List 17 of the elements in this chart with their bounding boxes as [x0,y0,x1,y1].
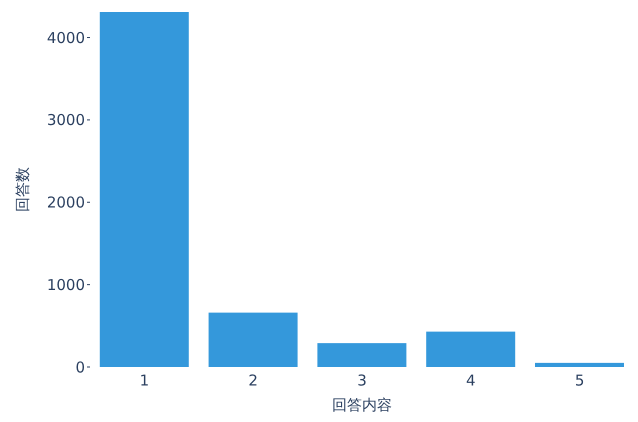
y-tick-label: 4000 [46,28,85,47]
y-tick-label: 3000 [46,111,85,130]
bar [426,332,516,367]
x-tick-label: 1 [140,372,150,390]
y-tick-label: 0 [75,358,85,376]
bar [208,312,298,367]
x-tick-label: 3 [357,372,367,390]
y-tick-label: 2000 [46,194,85,212]
bar [534,362,624,367]
x-tick-label: 4 [466,372,476,390]
x-axis-title: 回答内容 [332,396,392,414]
bar [100,12,189,367]
y-axis-title: 回答数 [13,167,32,212]
x-tick-label: 5 [574,372,584,390]
x-tick-label: 2 [248,372,258,390]
bar [317,343,406,367]
y-tick-label: 1000 [46,276,85,294]
